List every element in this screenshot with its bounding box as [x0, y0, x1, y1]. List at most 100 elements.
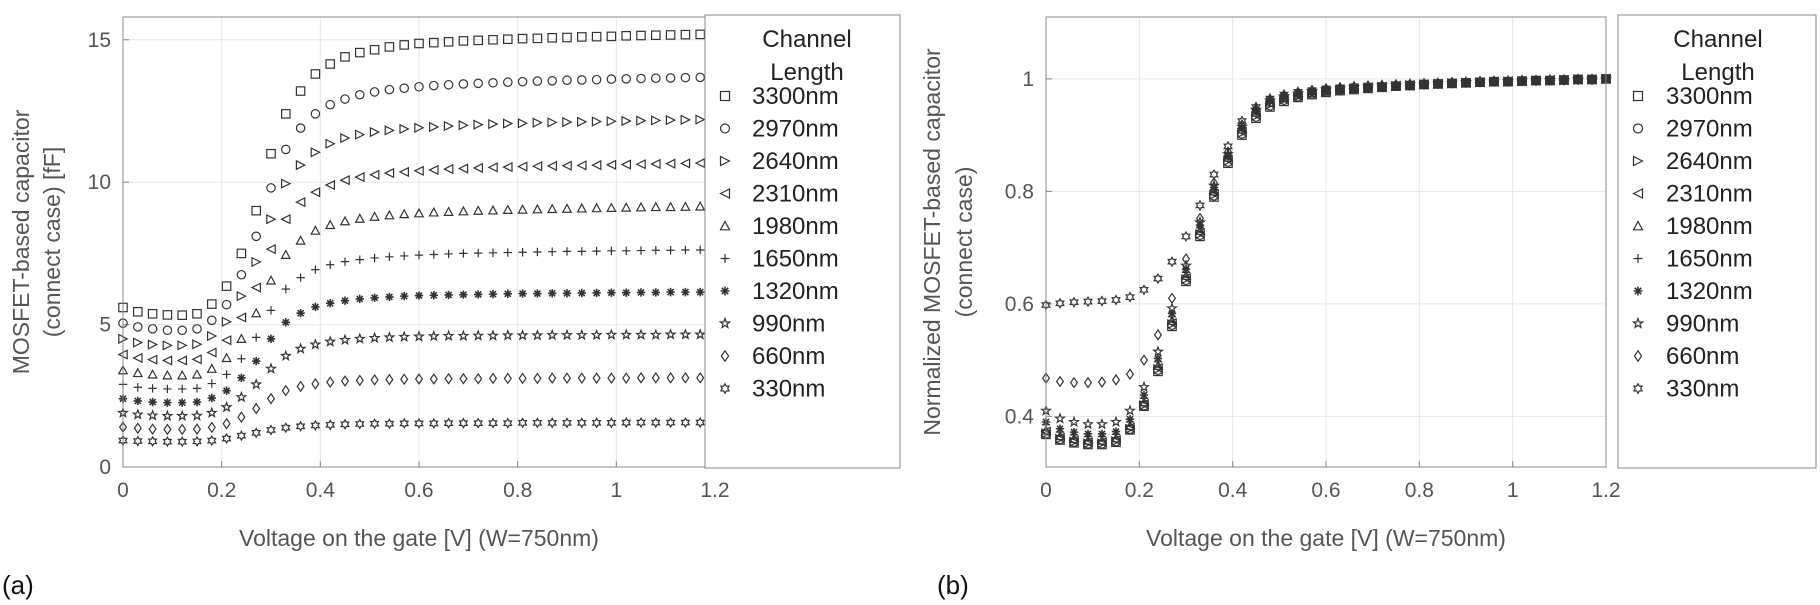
data-point-1320nm	[192, 397, 202, 407]
data-point-2970nm	[162, 325, 173, 336]
data-point-1320nm	[370, 293, 379, 303]
data-point-1980nm	[339, 215, 351, 226]
data-point-660nm	[400, 373, 409, 386]
y-tick-label: 10	[88, 171, 111, 194]
legend-marker-1980nm	[1632, 220, 1644, 231]
data-point-330nm	[502, 417, 513, 429]
data-point-1650nm	[207, 379, 216, 388]
data-point-1650nm	[429, 250, 438, 259]
data-point-990nm	[427, 329, 440, 342]
data-point-1320nm	[1111, 427, 1121, 436]
data-point-1320nm	[1559, 75, 1569, 85]
data-point-330nm	[1433, 77, 1443, 89]
data-point-2640nm	[680, 114, 691, 125]
data-point-3300nm	[207, 299, 217, 309]
data-point-990nm	[1095, 417, 1109, 430]
data-point-1320nm	[326, 299, 335, 308]
data-point-660nm	[222, 417, 231, 430]
data-point-2970nm	[221, 299, 232, 310]
data-point-2640nm	[429, 121, 440, 133]
data-point-990nm	[131, 408, 144, 420]
data-point-1650nm	[178, 384, 187, 394]
data-point-2970nm	[473, 78, 483, 89]
data-point-990nm	[220, 400, 233, 413]
legend-label-1650nm: 1650nm	[1666, 246, 1753, 273]
legend-marker-330nm	[1632, 382, 1644, 395]
data-point-3300nm	[192, 308, 202, 319]
data-point-2970nm	[576, 75, 587, 85]
data-point-330nm	[192, 435, 202, 447]
data-point-330nm	[547, 417, 558, 429]
data-point-330nm	[340, 418, 350, 430]
data-point-2640nm	[517, 118, 529, 129]
data-point-3300nm	[384, 42, 395, 52]
data-point-330nm	[473, 417, 484, 429]
data-point-2640nm	[310, 147, 321, 158]
data-point-660nm	[459, 372, 468, 385]
data-point-330nm	[206, 434, 217, 447]
data-point-330nm	[1517, 74, 1527, 87]
data-point-330nm	[221, 432, 232, 445]
data-point-330nm	[562, 417, 572, 429]
data-point-1320nm	[474, 290, 483, 299]
data-point-1320nm	[281, 318, 290, 327]
data-point-1650nm	[192, 384, 202, 393]
data-point-330nm	[384, 418, 395, 430]
data-point-1650nm	[577, 247, 586, 256]
data-point-2970nm	[414, 81, 424, 92]
data-point-1650nm	[163, 384, 172, 394]
data-point-660nm	[340, 375, 350, 387]
data-point-2310nm	[161, 355, 173, 366]
data-point-990nm	[694, 328, 707, 340]
data-point-2310nm	[235, 312, 247, 323]
legend-box-b	[1617, 14, 1817, 469]
data-point-3300nm	[266, 148, 276, 159]
data-point-1650nm	[385, 252, 394, 262]
data-point-330nm	[399, 417, 410, 430]
data-point-330nm	[1223, 140, 1233, 152]
data-point-2310nm	[354, 171, 365, 183]
data-point-660nm	[518, 372, 527, 385]
data-point-990nm	[235, 390, 248, 403]
data-point-2640nm	[295, 159, 307, 171]
x-tick-label: 0.4	[1218, 479, 1248, 502]
data-point-2310nm	[679, 158, 691, 169]
data-point-1980nm	[191, 368, 203, 379]
data-point-1320nm	[577, 288, 586, 298]
data-point-990nm	[634, 328, 648, 341]
data-point-3300nm	[133, 306, 143, 317]
legend-marker-2310nm	[1632, 188, 1644, 199]
data-point-1320nm	[163, 398, 172, 407]
data-point-990nm	[250, 378, 263, 390]
data-point-1320nm	[207, 393, 216, 403]
data-point-990nm	[338, 333, 352, 346]
data-point-1320nm	[1377, 81, 1387, 91]
data-point-330nm	[1545, 74, 1555, 86]
data-point-330nm	[532, 417, 543, 429]
data-point-1320nm	[385, 292, 394, 302]
data-point-2970nm	[251, 231, 262, 242]
data-point-1980nm	[250, 307, 262, 318]
data-point-990nm	[442, 329, 455, 342]
data-point-330nm	[695, 416, 706, 429]
legend-marker-1650nm	[720, 254, 730, 263]
data-point-330nm	[354, 418, 365, 430]
data-point-1980nm	[236, 333, 247, 344]
data-point-330nm	[1335, 81, 1345, 93]
data-point-1320nm	[459, 290, 468, 299]
data-point-3300nm	[488, 34, 498, 45]
data-point-1650nm	[622, 246, 631, 256]
y-axis-label-a-line2: (connect case) [fF]	[39, 147, 65, 337]
data-point-1980nm	[1152, 360, 1164, 370]
data-point-660nm	[1069, 376, 1079, 389]
data-point-3300nm	[414, 38, 424, 49]
data-point-990nm	[412, 330, 426, 342]
data-point-3300nm	[251, 205, 261, 216]
data-point-1980nm	[413, 207, 425, 218]
data-point-330nm	[1587, 73, 1597, 86]
data-point-1980nm	[635, 201, 647, 212]
data-point-1320nm	[414, 291, 424, 300]
x-tick-label: 0.6	[404, 479, 433, 502]
data-point-660nm	[1223, 146, 1233, 158]
